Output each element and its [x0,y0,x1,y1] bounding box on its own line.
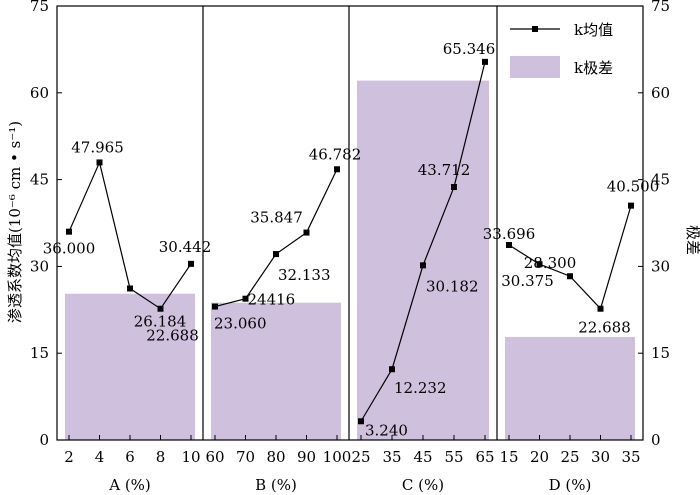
legend-bar-label: k极差 [574,59,613,77]
x-tick-label: 25 [351,448,370,466]
x-tick-label: 35 [621,448,640,466]
x-axis-title: B (%) [255,476,297,494]
x-tick-label: 90 [297,448,316,466]
data-label: 22.688 [146,327,199,345]
k-mean-point [212,303,218,310]
k-mean-point [482,58,488,65]
k-mean-point [66,228,72,235]
x-tick-label: 65 [475,448,494,466]
k-range-bar [505,336,635,440]
x-tick-label: 20 [530,448,549,466]
k-mean-line [214,169,338,308]
y-tick-label-right: 0 [651,431,661,449]
k-mean-point [451,184,457,191]
k-mean-point [389,366,395,373]
x-axis-title: A (%) [108,476,151,494]
labels-layer: 36.00047.96526.18422.68830.44223.0602441… [43,40,660,439]
x-tick-label: 10 [181,448,200,466]
data-label: 22.688 [578,319,631,337]
x-tick-label: 35 [382,448,401,466]
data-label: 35.847 [250,209,303,227]
data-label: 30.442 [159,238,212,256]
x-tick-label: 100 [323,448,352,466]
data-label: 36.000 [43,240,96,258]
legend-line-label: k均值 [574,21,613,39]
x-tick-label: 30 [591,448,610,466]
k-range-bar [357,80,489,440]
data-label: 24416 [248,291,296,309]
data-label: 32.133 [278,266,331,284]
k-mean-point [157,305,164,312]
legend-bar-swatch [510,56,560,78]
x-axis-title: C (%) [402,476,444,494]
data-label: 40.500 [607,178,660,196]
y-tick-label-right: 60 [651,84,670,102]
x-tick-label: 25 [560,448,579,466]
axes-layer: 2 4 6 8 10 A (%) 60 70 80 90 100 B (%) 25 35 45 55 65 C (… [30,0,670,494]
y-tick-label-left: 30 [30,257,49,275]
y-tick-label-left: 60 [30,84,49,102]
y-tick-label-left: 15 [30,344,49,362]
x-tick-label: 4 [95,448,105,466]
data-label: 26.184 [134,312,187,330]
k-mean-point [567,273,573,280]
k-mean-point [536,261,543,268]
k-mean-point [334,166,340,173]
y-tick-label-right: 45 [651,171,670,189]
x-tick-label: 45 [413,448,432,466]
data-label: 65.346 [443,40,496,58]
x-tick-label: 80 [266,448,285,466]
k-mean-point [597,305,604,312]
x-tick-label: 55 [444,448,463,466]
data-label: 33.696 [483,225,536,243]
lines-layer [66,58,634,425]
data-label: 47.965 [71,138,124,156]
k-mean-point [420,262,426,269]
frame-layer [56,5,644,441]
y-tick-label-right: 30 [651,257,670,275]
k-mean-point [242,295,249,302]
x-tick-label: 70 [236,448,255,466]
data-label: 30.182 [426,277,479,295]
x-tick-label: 15 [499,448,518,466]
k-mean-point [506,242,512,249]
y-axis-title-right: 极差 [684,225,700,255]
legend: k均值 k极差 [510,21,613,78]
data-label: 28.300 [524,254,577,272]
k-range-bar [211,302,341,440]
k-range-bar [65,293,195,440]
k-mean-point [358,418,364,425]
y-tick-label-left: 0 [39,431,49,449]
y-tick-label-left: 45 [30,171,49,189]
y-tick-label-right: 15 [651,344,670,362]
y-tick-label-right: 75 [651,0,670,15]
k-mean-point [628,202,634,209]
x-axis-title: D (%) [549,476,592,494]
data-label: 12.232 [394,379,447,397]
bars-layer [65,80,635,440]
y-tick-label-left: 75 [30,0,49,15]
k-mean-point [303,229,310,236]
data-label: 3.240 [365,421,408,439]
k-mean-point [188,260,194,267]
x-tick-label: 8 [156,448,166,466]
x-tick-label: 60 [205,448,224,466]
legend-line-marker [532,26,538,32]
x-tick-label: 6 [125,448,135,466]
data-label: 46.782 [309,145,362,163]
data-label: 43.712 [418,161,471,179]
data-label: 23.060 [214,315,267,333]
data-label: 30.375 [501,272,554,290]
x-tick-label: 2 [64,448,74,466]
k-mean-point [127,285,133,292]
plot-frame [56,5,644,441]
y-axis-title-left: 渗透系数均值(10⁻⁶ cm • s⁻¹) [6,121,24,323]
k-mean-point [273,251,279,258]
k-mean-point [96,159,103,166]
